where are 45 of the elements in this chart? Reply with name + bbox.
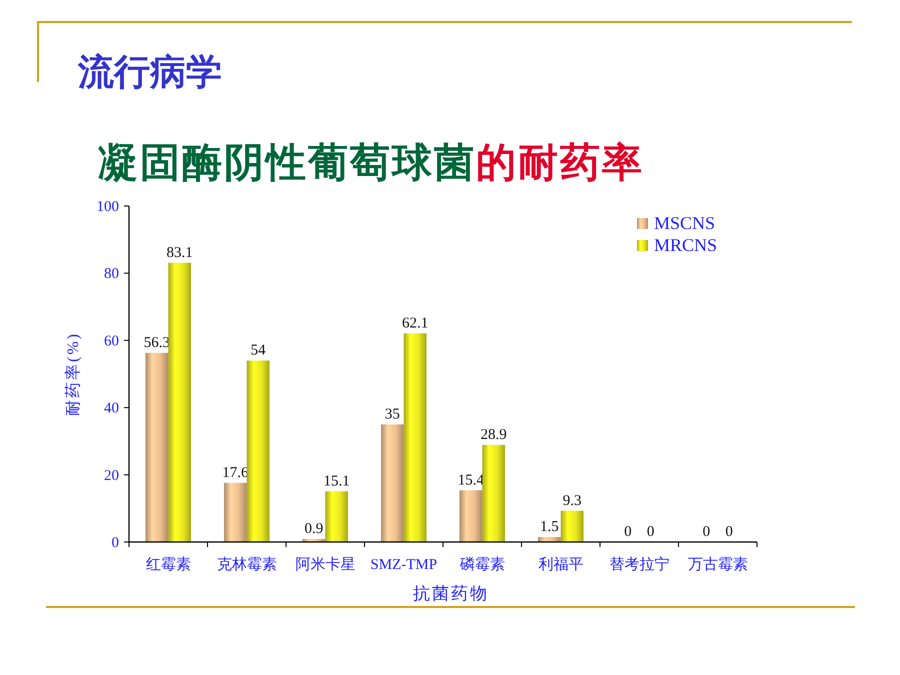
data-label: 62.1 [402, 315, 428, 332]
data-label: 54 [250, 342, 266, 359]
y-tick-label: 100 [96, 199, 119, 215]
x-tick-label: 利福平 [538, 556, 584, 573]
x-axis-title: 抗菌药物 [413, 584, 489, 603]
data-label: 9.3 [562, 492, 582, 509]
x-tick-label: SMZ-TMP [370, 557, 438, 573]
data-label: 0 [624, 524, 632, 540]
bar [224, 482, 247, 542]
data-label: 1.5 [540, 518, 559, 535]
y-axis-title: 耐药率(%) [64, 332, 82, 416]
bar [404, 333, 427, 542]
x-tick-label: 替考拉宁 [609, 556, 670, 573]
x-tick-label: 万古霉素 [688, 556, 748, 573]
data-label: 0 [702, 524, 710, 540]
data-label: 0 [646, 524, 654, 540]
y-tick-label: 40 [104, 400, 119, 417]
x-tick-label: 阿米卡星 [295, 556, 356, 573]
bar [538, 536, 561, 542]
data-label: 28.9 [480, 426, 507, 443]
bar [482, 444, 506, 542]
legend-label: MRCNS [654, 235, 718, 255]
bar [325, 491, 348, 542]
data-label: 83.1 [166, 244, 193, 261]
y-tick-label: 20 [104, 468, 119, 484]
bar [246, 360, 270, 542]
bar [168, 262, 192, 542]
bar [560, 510, 584, 542]
data-label: 15.4 [458, 472, 484, 488]
data-label: 15.1 [324, 473, 350, 490]
x-tick-label: 磷霉素 [458, 556, 505, 573]
data-label: 0.9 [304, 520, 324, 537]
chart-title: 流行病学 [77, 52, 222, 92]
legend-label: MSCNS [654, 213, 716, 233]
data-label: 0 [725, 524, 733, 540]
bar [459, 490, 482, 542]
data-label: 35 [384, 406, 400, 422]
bar [380, 424, 404, 542]
x-tick-label: 红霉素 [146, 556, 191, 573]
x-tick-label: 克林霉素 [216, 556, 277, 573]
bar [145, 352, 168, 542]
y-tick-label: 60 [104, 333, 119, 350]
y-tick-label: 80 [104, 266, 119, 282]
y-tick-label: 0 [112, 535, 119, 551]
chart-subtitle: 凝固酶阴性葡萄球菌的耐药率 [98, 140, 644, 185]
